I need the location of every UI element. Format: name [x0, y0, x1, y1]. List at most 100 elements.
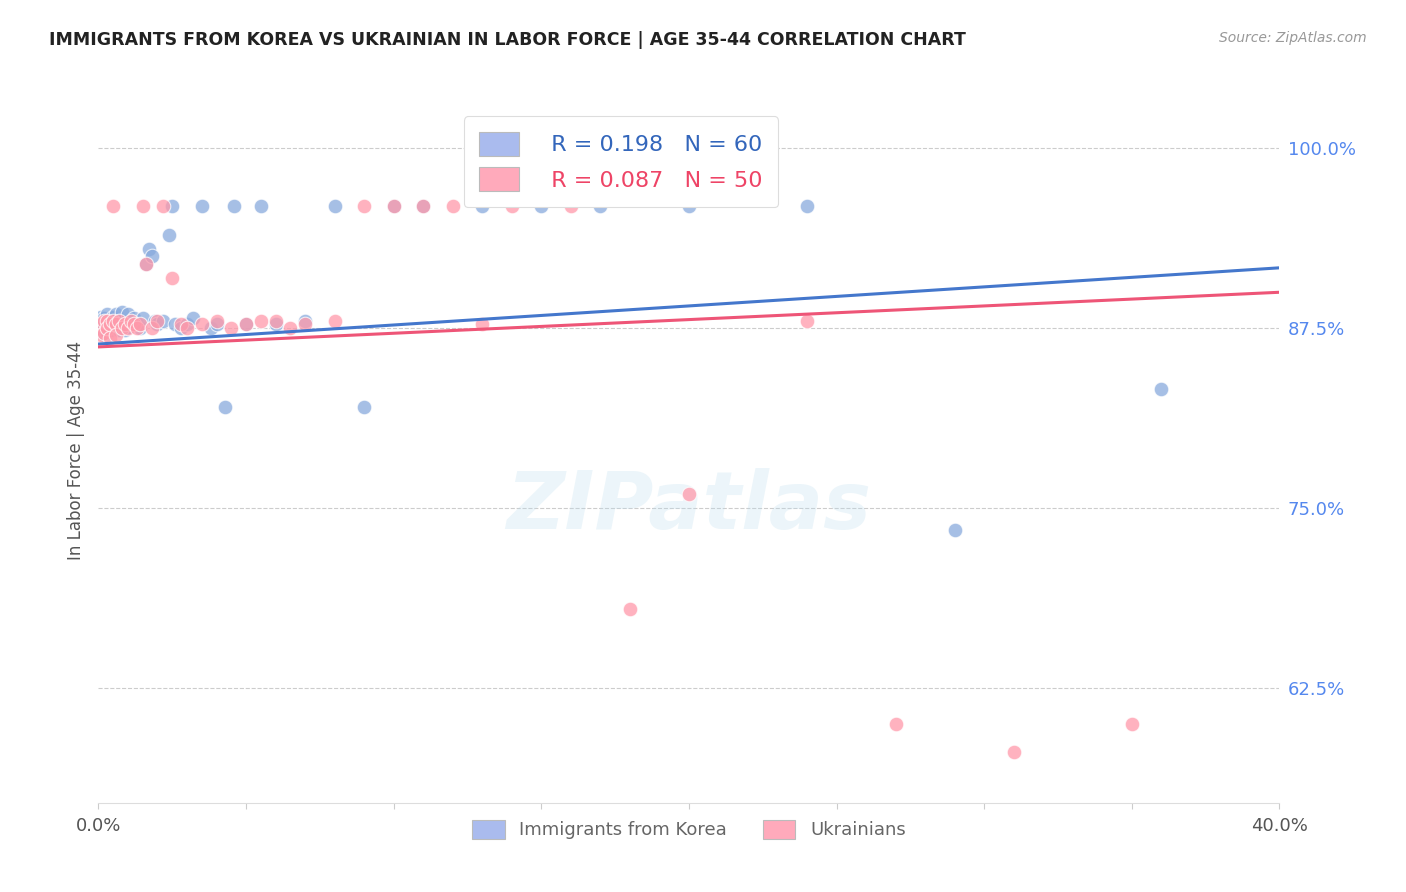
- Point: [205, 317, 228, 331]
- Point: [117, 307, 139, 321]
- Point: [323, 314, 346, 328]
- Point: [103, 314, 125, 328]
- Point: [120, 314, 142, 328]
- Point: [280, 321, 302, 335]
- Point: [1150, 382, 1173, 396]
- Point: [122, 317, 145, 331]
- Point: [111, 321, 134, 335]
- Point: [678, 199, 700, 213]
- Point: [412, 199, 434, 213]
- Point: [796, 314, 818, 328]
- Point: [943, 523, 966, 537]
- Point: [141, 321, 163, 335]
- Point: [221, 321, 243, 335]
- Point: [105, 317, 128, 331]
- Point: [382, 199, 405, 213]
- Point: [103, 199, 125, 213]
- Point: [105, 328, 128, 343]
- Point: [105, 307, 128, 321]
- Point: [170, 321, 193, 335]
- Point: [214, 401, 236, 415]
- Point: [441, 199, 464, 213]
- Point: [235, 317, 257, 331]
- Point: [132, 311, 155, 326]
- Point: [170, 317, 193, 331]
- Point: [90, 328, 112, 343]
- Point: [93, 326, 115, 340]
- Point: [530, 199, 553, 213]
- Point: [108, 314, 131, 328]
- Point: [135, 256, 157, 270]
- Point: [111, 305, 134, 319]
- Point: [125, 321, 148, 335]
- Point: [191, 199, 214, 213]
- Point: [200, 321, 222, 335]
- Point: [114, 317, 136, 331]
- Point: [90, 317, 112, 331]
- Point: [117, 319, 139, 334]
- Point: [353, 199, 375, 213]
- Point: [96, 314, 118, 328]
- Point: [165, 317, 187, 331]
- Point: [96, 307, 118, 321]
- Point: [135, 256, 157, 270]
- Point: [114, 323, 136, 337]
- Point: [796, 199, 818, 213]
- Point: [108, 314, 131, 328]
- Point: [471, 199, 494, 213]
- Point: [152, 314, 174, 328]
- Point: [501, 199, 523, 213]
- Point: [90, 310, 112, 324]
- Point: [471, 317, 494, 331]
- Point: [264, 317, 287, 331]
- Point: [141, 249, 163, 263]
- Point: [98, 331, 121, 345]
- Point: [143, 314, 166, 328]
- Point: [1121, 716, 1143, 731]
- Point: [105, 317, 128, 331]
- Point: [90, 317, 112, 331]
- Point: [224, 199, 246, 213]
- Point: [619, 601, 641, 615]
- Point: [181, 311, 204, 326]
- Point: [412, 199, 434, 213]
- Point: [90, 321, 112, 335]
- Point: [111, 321, 134, 335]
- Y-axis label: In Labor Force | Age 35-44: In Labor Force | Age 35-44: [66, 341, 84, 560]
- Point: [1002, 746, 1025, 760]
- Point: [146, 314, 169, 328]
- Point: [176, 321, 198, 335]
- Point: [138, 242, 160, 256]
- Point: [162, 271, 183, 285]
- Point: [132, 199, 155, 213]
- Point: [93, 328, 115, 343]
- Point: [96, 321, 118, 335]
- Point: [235, 317, 257, 331]
- Point: [294, 314, 316, 328]
- Point: [382, 199, 405, 213]
- Legend: Immigrants from Korea, Ukrainians: Immigrants from Korea, Ukrainians: [465, 813, 912, 847]
- Point: [264, 314, 287, 328]
- Point: [125, 317, 148, 331]
- Point: [205, 314, 228, 328]
- Point: [152, 199, 174, 213]
- Text: ZIPatlas: ZIPatlas: [506, 467, 872, 546]
- Point: [98, 317, 121, 331]
- Point: [93, 311, 115, 326]
- Point: [294, 317, 316, 331]
- Point: [96, 326, 118, 340]
- Text: IMMIGRANTS FROM KOREA VS UKRAINIAN IN LABOR FORCE | AGE 35-44 CORRELATION CHART: IMMIGRANTS FROM KOREA VS UKRAINIAN IN LA…: [49, 31, 966, 49]
- Point: [128, 321, 150, 335]
- Point: [93, 317, 115, 331]
- Point: [120, 317, 142, 331]
- Point: [157, 227, 180, 242]
- Point: [122, 311, 145, 326]
- Point: [560, 199, 582, 213]
- Point: [678, 486, 700, 500]
- Point: [98, 323, 121, 337]
- Point: [96, 317, 118, 331]
- Point: [191, 317, 214, 331]
- Point: [250, 199, 273, 213]
- Point: [103, 319, 125, 334]
- Point: [114, 317, 136, 331]
